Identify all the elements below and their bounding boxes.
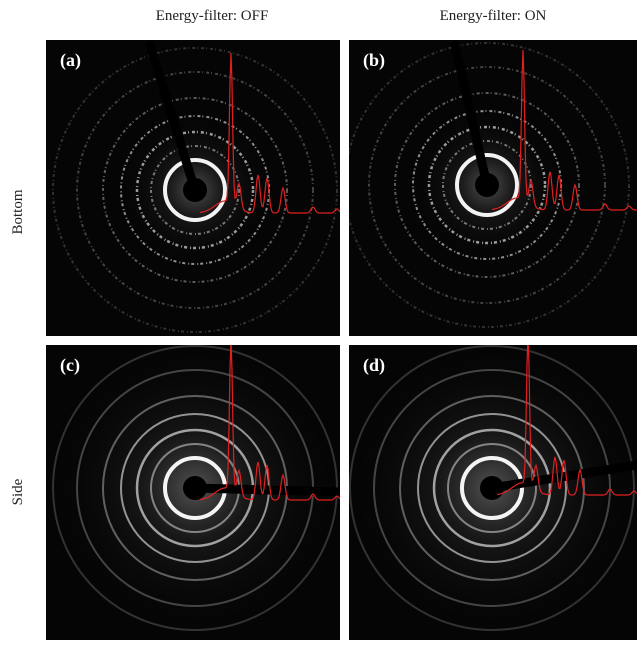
panel-label: (b) xyxy=(363,50,385,71)
intensity-profile xyxy=(199,345,340,501)
row-header: Side xyxy=(10,478,26,505)
diffraction-ring xyxy=(442,140,532,230)
panel-label: (d) xyxy=(363,355,385,376)
diffraction-ring xyxy=(427,125,547,245)
column-header: Energy-filter: ON xyxy=(440,8,547,24)
diffraction-ring xyxy=(52,47,338,333)
diffraction-ring xyxy=(150,145,240,235)
diffraction-ring xyxy=(432,428,552,548)
intensity-profile xyxy=(199,52,340,214)
intensity-profile xyxy=(491,49,637,211)
diffraction-ring xyxy=(163,158,227,222)
panel-label: (a) xyxy=(60,50,81,71)
diffraction-ring xyxy=(373,369,611,607)
diffraction-panel xyxy=(46,345,340,640)
beam-stop xyxy=(145,40,200,195)
diffraction-ring xyxy=(399,395,585,581)
diffraction-ring xyxy=(394,92,580,278)
diffraction-ring xyxy=(417,413,567,563)
central-beam xyxy=(183,178,207,202)
diffraction-ring xyxy=(460,456,524,520)
beam-stop xyxy=(450,40,492,190)
central-beam xyxy=(480,476,504,500)
row-header: Bottom xyxy=(10,189,26,234)
beam-stop xyxy=(487,460,637,493)
column-header: Energy-filter: OFF xyxy=(156,8,269,24)
diffraction-ring xyxy=(349,42,630,328)
panels: (a) (b) (c) (d) xyxy=(46,40,637,640)
central-beam xyxy=(183,476,207,500)
beam-stop xyxy=(190,483,340,497)
intensity-profile xyxy=(496,345,637,496)
diffraction-ring xyxy=(455,153,519,217)
diffraction-panel xyxy=(46,40,340,336)
diffraction-ring xyxy=(135,130,255,250)
diffraction-ring xyxy=(102,97,288,283)
diffraction-panel xyxy=(349,40,637,336)
diffraction-ring xyxy=(76,71,314,309)
diffraction-panel xyxy=(349,345,637,640)
panel-label: (c) xyxy=(60,355,80,376)
central-beam xyxy=(475,173,499,197)
diffraction-ring xyxy=(349,345,635,631)
diffraction-ring xyxy=(368,66,606,304)
diffraction-ring xyxy=(447,443,537,533)
